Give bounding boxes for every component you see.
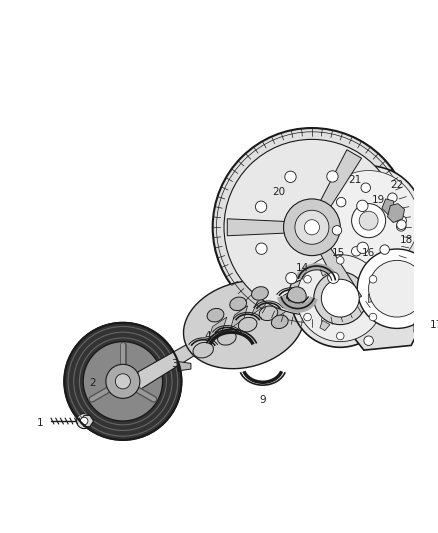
Polygon shape bbox=[251, 293, 270, 315]
Circle shape bbox=[224, 139, 400, 315]
Ellipse shape bbox=[218, 330, 236, 345]
Text: 9: 9 bbox=[259, 395, 266, 405]
Circle shape bbox=[115, 374, 131, 389]
Circle shape bbox=[314, 166, 424, 276]
Circle shape bbox=[359, 211, 378, 230]
Circle shape bbox=[304, 313, 311, 321]
Circle shape bbox=[364, 336, 373, 345]
Circle shape bbox=[318, 171, 419, 271]
Ellipse shape bbox=[238, 317, 257, 332]
Polygon shape bbox=[283, 279, 308, 311]
Circle shape bbox=[332, 225, 342, 235]
Circle shape bbox=[321, 279, 359, 317]
Circle shape bbox=[361, 183, 371, 192]
Circle shape bbox=[336, 256, 344, 264]
Circle shape bbox=[414, 327, 424, 336]
Ellipse shape bbox=[251, 287, 268, 300]
Text: 18: 18 bbox=[400, 235, 413, 245]
Circle shape bbox=[304, 276, 311, 283]
Circle shape bbox=[352, 247, 361, 256]
Circle shape bbox=[287, 287, 306, 306]
Text: 1: 1 bbox=[36, 418, 43, 428]
Polygon shape bbox=[138, 338, 198, 391]
Text: 14: 14 bbox=[296, 263, 309, 273]
Polygon shape bbox=[320, 320, 330, 330]
Ellipse shape bbox=[193, 342, 213, 358]
Circle shape bbox=[314, 272, 367, 325]
Text: 20: 20 bbox=[272, 187, 286, 197]
Text: 21: 21 bbox=[348, 175, 361, 185]
Polygon shape bbox=[227, 219, 286, 236]
Circle shape bbox=[369, 313, 377, 321]
Polygon shape bbox=[368, 294, 376, 302]
Ellipse shape bbox=[272, 315, 288, 328]
Ellipse shape bbox=[230, 297, 247, 311]
Polygon shape bbox=[340, 208, 428, 350]
Circle shape bbox=[357, 242, 368, 254]
Text: 15: 15 bbox=[332, 248, 345, 258]
Circle shape bbox=[327, 171, 338, 182]
Circle shape bbox=[304, 220, 319, 235]
Circle shape bbox=[80, 417, 88, 425]
Polygon shape bbox=[272, 294, 291, 317]
Circle shape bbox=[397, 216, 406, 225]
Circle shape bbox=[357, 249, 437, 328]
Text: 22: 22 bbox=[390, 180, 403, 190]
Circle shape bbox=[357, 200, 368, 212]
Text: 19: 19 bbox=[371, 195, 385, 205]
Polygon shape bbox=[388, 204, 405, 223]
Circle shape bbox=[285, 171, 296, 182]
Circle shape bbox=[291, 249, 389, 348]
Circle shape bbox=[328, 272, 339, 284]
Text: 4: 4 bbox=[205, 331, 211, 341]
Circle shape bbox=[295, 210, 329, 244]
Text: 2: 2 bbox=[89, 378, 96, 388]
Circle shape bbox=[213, 128, 411, 327]
Circle shape bbox=[106, 365, 140, 398]
Circle shape bbox=[283, 199, 340, 256]
Circle shape bbox=[83, 342, 162, 421]
Polygon shape bbox=[178, 361, 191, 371]
Polygon shape bbox=[382, 199, 395, 216]
Circle shape bbox=[352, 204, 385, 238]
Circle shape bbox=[256, 243, 267, 254]
Ellipse shape bbox=[207, 309, 224, 322]
Circle shape bbox=[286, 272, 297, 284]
Circle shape bbox=[297, 255, 384, 342]
Circle shape bbox=[397, 220, 406, 229]
Ellipse shape bbox=[281, 292, 301, 308]
Polygon shape bbox=[231, 306, 247, 328]
Text: 3: 3 bbox=[172, 359, 178, 369]
Circle shape bbox=[359, 227, 369, 237]
Circle shape bbox=[369, 260, 425, 317]
Ellipse shape bbox=[259, 306, 278, 320]
Circle shape bbox=[369, 276, 377, 283]
Circle shape bbox=[396, 222, 406, 231]
Circle shape bbox=[64, 323, 181, 440]
Circle shape bbox=[380, 245, 389, 254]
Polygon shape bbox=[320, 247, 362, 305]
Polygon shape bbox=[80, 415, 94, 427]
Polygon shape bbox=[320, 150, 362, 208]
Ellipse shape bbox=[184, 280, 304, 369]
Text: 17: 17 bbox=[430, 320, 438, 329]
Polygon shape bbox=[208, 317, 227, 341]
Circle shape bbox=[77, 414, 92, 429]
Text: 16: 16 bbox=[362, 248, 375, 258]
Circle shape bbox=[388, 193, 397, 203]
Polygon shape bbox=[414, 323, 429, 330]
Circle shape bbox=[255, 201, 267, 213]
Circle shape bbox=[336, 197, 346, 207]
Polygon shape bbox=[320, 266, 330, 276]
Circle shape bbox=[336, 332, 344, 340]
